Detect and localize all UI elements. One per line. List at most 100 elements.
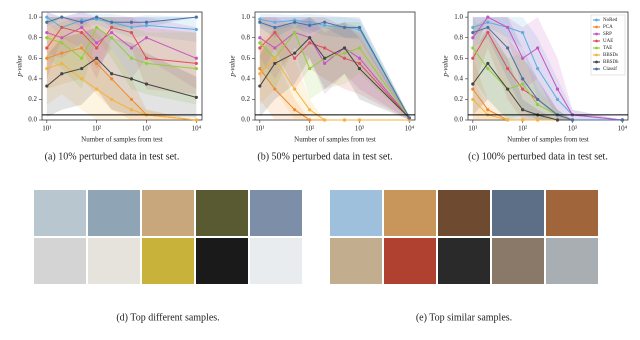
point bbox=[555, 118, 560, 122]
point bbox=[308, 23, 312, 27]
point bbox=[144, 36, 149, 40]
series-line bbox=[472, 26, 623, 121]
point bbox=[273, 61, 277, 66]
point bbox=[258, 20, 262, 24]
point bbox=[80, 77, 84, 81]
series-line bbox=[472, 21, 623, 121]
point bbox=[521, 30, 525, 35]
point bbox=[129, 77, 134, 81]
point bbox=[110, 77, 114, 81]
x-tick-label: 10² bbox=[305, 125, 314, 133]
point bbox=[273, 46, 277, 50]
point bbox=[293, 87, 297, 91]
legend-marker bbox=[595, 67, 598, 71]
x-tick-label: 10² bbox=[92, 125, 101, 133]
point bbox=[471, 87, 475, 91]
point bbox=[308, 108, 312, 112]
point bbox=[506, 46, 510, 50]
error-band bbox=[46, 12, 197, 90]
y-tick-label: 0.2 bbox=[241, 95, 250, 103]
error-band bbox=[259, 17, 410, 121]
point bbox=[95, 56, 99, 60]
point bbox=[273, 25, 277, 30]
point bbox=[144, 20, 149, 24]
point bbox=[471, 36, 475, 40]
point bbox=[342, 46, 347, 50]
thumbnail bbox=[492, 190, 544, 236]
series-line bbox=[46, 57, 197, 98]
caption: (d) Top different samples. bbox=[116, 312, 219, 323]
thumbnail bbox=[34, 238, 86, 284]
point bbox=[570, 118, 575, 122]
error-band bbox=[46, 17, 197, 121]
x-tick-label: 10³ bbox=[142, 125, 151, 133]
point bbox=[60, 61, 64, 66]
point bbox=[323, 23, 327, 27]
point bbox=[129, 97, 134, 102]
point bbox=[521, 82, 525, 86]
legend-label: BBSDs bbox=[603, 53, 618, 58]
point bbox=[506, 87, 510, 91]
x-tick-label: 10⁴ bbox=[618, 125, 628, 133]
y-tick-label: 0.8 bbox=[454, 33, 463, 41]
y-tick-label: 0.2 bbox=[454, 95, 463, 103]
point bbox=[95, 87, 99, 91]
point bbox=[293, 108, 297, 112]
point bbox=[506, 25, 510, 30]
thumbnails-different bbox=[34, 190, 302, 284]
point bbox=[129, 20, 134, 24]
y-tick-label: 0.4 bbox=[241, 74, 250, 82]
legend-marker bbox=[595, 39, 598, 43]
point bbox=[357, 61, 362, 66]
thumbnails-similar bbox=[330, 190, 598, 284]
point bbox=[293, 30, 297, 35]
point bbox=[357, 66, 362, 71]
y-axis-label: p-value bbox=[229, 56, 237, 78]
series-line bbox=[46, 47, 197, 121]
series-line bbox=[259, 21, 410, 119]
point bbox=[486, 61, 490, 66]
point bbox=[60, 36, 64, 40]
point bbox=[471, 82, 475, 86]
point bbox=[486, 30, 490, 35]
point bbox=[144, 56, 149, 60]
legend-label: BBSDh bbox=[603, 60, 619, 65]
point bbox=[80, 46, 84, 50]
legend-label: SRP bbox=[603, 32, 612, 37]
point bbox=[536, 97, 540, 102]
point bbox=[129, 108, 134, 112]
point bbox=[144, 23, 149, 27]
point bbox=[471, 25, 475, 30]
point bbox=[486, 108, 490, 112]
y-tick-label: 1.0 bbox=[241, 13, 250, 21]
x-tick-label: 10³ bbox=[568, 125, 577, 133]
point bbox=[308, 66, 312, 71]
point bbox=[95, 61, 99, 66]
point bbox=[521, 118, 525, 122]
error-band bbox=[46, 12, 197, 42]
point bbox=[323, 56, 327, 60]
point bbox=[506, 118, 510, 122]
thumbnail bbox=[88, 238, 140, 284]
plot-area bbox=[254, 11, 416, 121]
error-band bbox=[259, 17, 410, 121]
y-tick-label: 0.8 bbox=[28, 33, 37, 41]
error-band bbox=[46, 32, 197, 121]
chart-caption: (c) 100% perturbed data in test set. bbox=[468, 151, 608, 162]
error-band bbox=[259, 37, 410, 120]
point bbox=[258, 72, 262, 76]
thumbnail bbox=[250, 238, 302, 284]
error-band bbox=[472, 17, 623, 121]
point bbox=[60, 41, 64, 45]
y-tick-label: 0.2 bbox=[28, 95, 37, 103]
point bbox=[521, 87, 525, 91]
series-line bbox=[46, 16, 197, 30]
point bbox=[471, 30, 475, 35]
point bbox=[536, 118, 540, 122]
point bbox=[536, 66, 540, 71]
y-tick-label: 0.4 bbox=[454, 74, 463, 82]
legend-marker bbox=[595, 53, 598, 57]
point bbox=[110, 97, 114, 102]
thumbnail bbox=[196, 238, 248, 284]
